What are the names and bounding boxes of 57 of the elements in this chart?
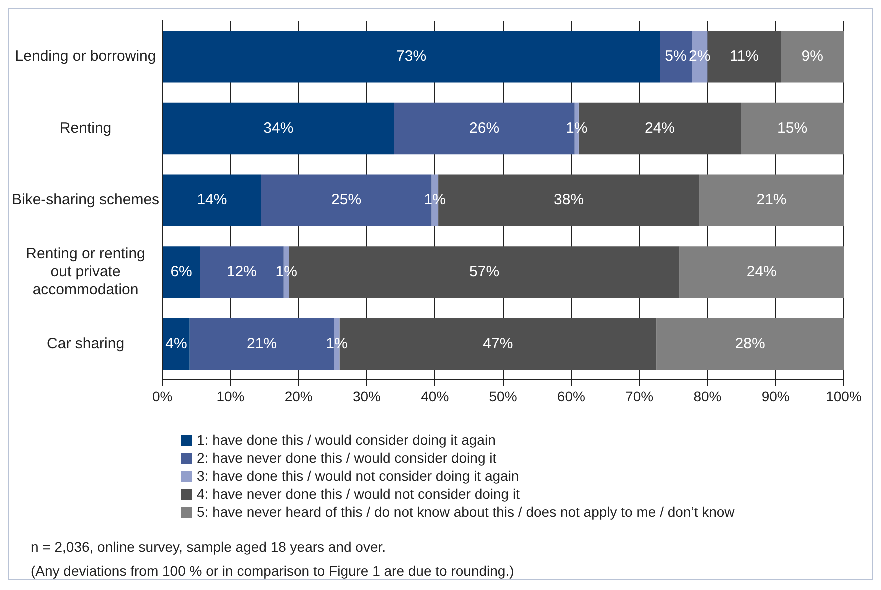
y-tick-label: Renting or renting out private accommodation xyxy=(26,246,146,299)
x-tick-label: 80% xyxy=(694,388,722,404)
data-label: 24% xyxy=(746,264,777,281)
bar xyxy=(163,246,200,298)
y-tick-label: Bike-sharing schemes xyxy=(12,192,160,209)
x-tick-label: 40% xyxy=(421,388,450,404)
bar xyxy=(163,174,262,226)
data-label: 38% xyxy=(554,192,584,209)
bar xyxy=(680,246,844,298)
data-label: 73% xyxy=(396,48,427,66)
x-tick-label: 30% xyxy=(352,388,382,404)
bar xyxy=(781,31,844,83)
data-label: 4% xyxy=(166,335,188,352)
x-tick-label: 50% xyxy=(489,388,518,404)
x-tick-label: 0% xyxy=(152,388,173,404)
data-label: 15% xyxy=(778,120,808,137)
y-tick-label: Lending or borrowing xyxy=(15,48,156,66)
bar xyxy=(656,318,844,370)
bar xyxy=(163,318,190,370)
data-label: 34% xyxy=(264,120,294,137)
bar xyxy=(163,31,660,83)
data-label: 57% xyxy=(470,264,500,281)
x-tick-label: 90% xyxy=(762,388,790,404)
y-tick-label: Car sharing xyxy=(47,335,125,352)
data-label: 47% xyxy=(483,335,514,352)
x-tick-label: 20% xyxy=(284,388,313,404)
data-label: 24% xyxy=(644,120,676,137)
data-label: 25% xyxy=(332,192,362,209)
legend-label: 4: have never done this / would not consider doing it xyxy=(197,485,520,503)
bar xyxy=(700,174,844,226)
legend-label: 5: have never heard of this / do not know about this / does not apply to me / don’t know xyxy=(197,503,735,521)
data-label: 11% xyxy=(730,48,759,66)
data-label: 28% xyxy=(735,335,766,352)
bar xyxy=(741,102,844,155)
data-label: 1% xyxy=(326,335,348,352)
text: n = 2,036, online survey, sample aged 18 years and over. xyxy=(31,538,388,557)
data-label: 1% xyxy=(566,120,588,137)
x-tick-label: 70% xyxy=(626,388,654,404)
bar xyxy=(163,102,394,155)
data-label: 14% xyxy=(197,192,228,209)
data-label: 6% xyxy=(170,264,192,281)
legend-label: 1: have done this / would consider doing it again xyxy=(197,431,496,449)
data-label: 21% xyxy=(756,192,787,209)
data-label: 1% xyxy=(276,264,298,281)
data-label: 26% xyxy=(470,120,500,137)
legend-label: 3: have done this / would not consider doing it again xyxy=(197,467,520,485)
y-tick-label: Renting xyxy=(60,120,112,137)
legend-label: 2: have never done this / would consider doing it xyxy=(197,449,497,467)
data-label: 21% xyxy=(247,335,278,352)
data-label: 1% xyxy=(424,192,446,209)
x-tick-label: 100% xyxy=(826,388,862,404)
data-label: 9% xyxy=(802,48,824,66)
data-label: 5% xyxy=(665,48,687,66)
x-tick-label: 60% xyxy=(557,388,586,404)
text: (Any deviations from 100 % or in comparison to Figure 1 are due to rounding.) xyxy=(31,562,516,581)
data-label: 12% xyxy=(226,264,257,281)
x-tick-label: 10% xyxy=(216,388,245,404)
